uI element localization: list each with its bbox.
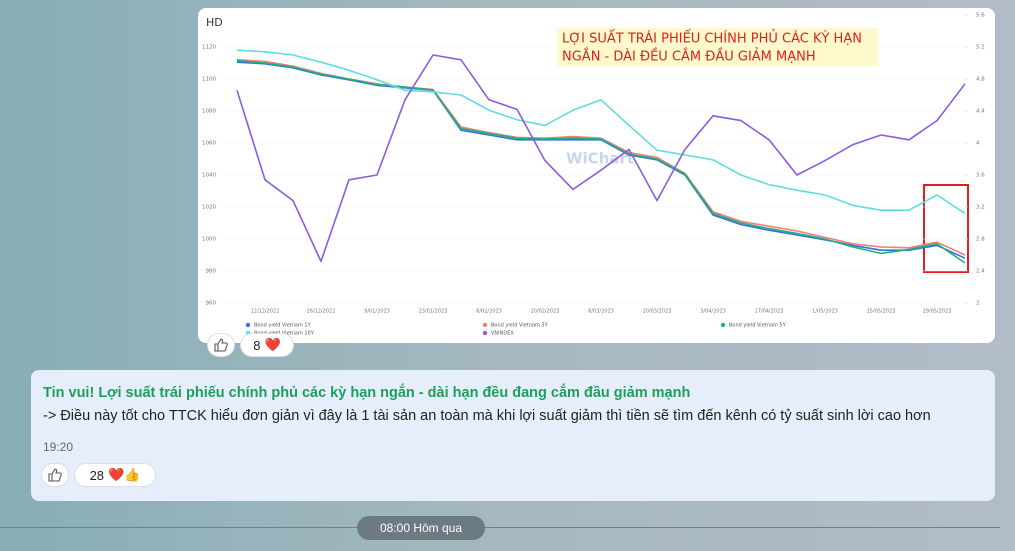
chart: LỢI SUẤT TRÁI PHIẾU CHÍNH PHỦ CÁC KỲ HẠN…: [202, 13, 985, 337]
y-tick-label: 1060: [202, 141, 216, 147]
y2-tick-label: 3.2: [976, 205, 985, 211]
like-button[interactable]: [41, 463, 69, 487]
y2-tick-label: 2.8: [976, 237, 985, 243]
y2-tick-label: 5.2: [976, 45, 985, 51]
y-tick-label: 1080: [202, 109, 216, 115]
separator-line: [0, 527, 1000, 528]
chart-title-line: LỢI SUẤT TRÁI PHIẾU CHÍNH PHỦ CÁC KỲ HẠN: [562, 30, 862, 47]
y2-tick-label: 4: [976, 141, 980, 147]
message-body: -> Điều này tốt cho TTCK hiểu đơn giản v…: [43, 408, 931, 424]
y-tick-label: 960: [206, 301, 217, 307]
thumb-icon: [48, 468, 62, 482]
legend-swatch: [482, 322, 488, 328]
x-tick-label: 3/04/2023: [700, 309, 726, 315]
y-tick-label: 980: [206, 269, 217, 275]
thumb-icon: [214, 338, 228, 352]
corner-label: HD: [206, 16, 223, 29]
message-bubble: Tin vui! Lợi suất trái phiếu chính phủ c…: [31, 370, 995, 501]
x-tick-label: 26/12/2022: [307, 309, 336, 315]
y2-tick-label: 2: [976, 301, 980, 307]
legend-label: VNINDEX: [491, 331, 514, 337]
x-tick-label: 29/05/2023: [923, 309, 952, 315]
x-tick-label: 12/12/2022: [251, 309, 280, 315]
x-tick-label: 15/05/2023: [867, 309, 896, 315]
date-separator: 08:00 Hôm qua: [357, 516, 485, 540]
reaction-emoji: ❤️: [264, 337, 281, 352]
y2-tick-label: 3.6: [976, 173, 985, 179]
x-tick-label: 20/03/2023: [643, 309, 672, 315]
legend-label: Bond yield Vietnam 1Y: [254, 323, 312, 329]
x-tick-label: 23/01/2023: [419, 309, 448, 315]
x-tick-label: 17/04/2023: [755, 309, 784, 315]
legend-swatch: [482, 330, 488, 336]
highlight-box: [923, 184, 969, 273]
x-tick-label: 9/01/2023: [364, 309, 390, 315]
chart-title-line: NGẮN - DÀI ĐỀU CẮM ĐẦU GIẢM MẠNH: [562, 48, 816, 65]
legend-label: Bond yield Vietnam 3Y: [491, 323, 549, 329]
y2-tick-label: 4.4: [976, 109, 985, 115]
y2-tick-label: 4.8: [976, 77, 985, 83]
legend-swatch: [720, 322, 726, 328]
x-tick-label: 20/02/2023: [531, 309, 560, 315]
x-tick-label: 6/03/2023: [588, 309, 614, 315]
chart-image[interactable]: LỢI SUẤT TRÁI PHIẾU CHÍNH PHỦ CÁC KỲ HẠN…: [198, 8, 995, 343]
message-time: 19:20: [43, 440, 74, 454]
series-line: [236, 54, 966, 263]
legend-swatch: [245, 322, 251, 328]
x-tick-label: 1/05/2023: [812, 309, 838, 315]
y-tick-label: 1020: [202, 205, 216, 211]
reaction-pill[interactable]: 8 ❤️: [240, 333, 294, 357]
series-line: [236, 49, 966, 215]
legend-label: Bond yield Vietnam 5Y: [729, 323, 787, 329]
y-tick-label: 1040: [202, 173, 216, 179]
message-headline: Tin vui! Lợi suất trái phiếu chính phủ c…: [43, 385, 691, 401]
series-line: [236, 59, 966, 264]
y-tick-label: 1000: [202, 237, 216, 243]
reaction-emoji: ❤️👍: [108, 467, 141, 482]
watermark: WiChart: [566, 150, 634, 168]
reaction-count: 28: [89, 467, 105, 483]
x-tick-label: 6/02/2023: [476, 309, 502, 315]
y2-tick-label: 5.6: [976, 13, 985, 19]
reaction-count: 8: [253, 337, 261, 353]
like-button[interactable]: [207, 333, 235, 357]
y-tick-label: 1120: [202, 45, 216, 51]
reaction-pill[interactable]: 28 ❤️👍: [74, 463, 156, 487]
y2-tick-label: 2.4: [976, 269, 985, 275]
y-tick-label: 1100: [202, 77, 216, 83]
